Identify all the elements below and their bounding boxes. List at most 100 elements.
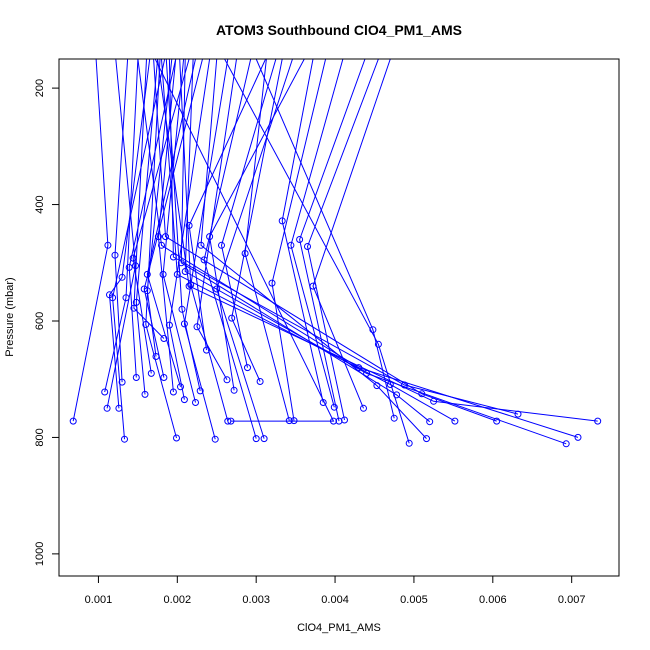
series-line bbox=[180, 59, 431, 423]
data-point bbox=[132, 298, 140, 306]
data-point bbox=[160, 374, 168, 381]
series-profile-21 bbox=[206, 59, 305, 394]
data-point bbox=[178, 305, 186, 313]
data-point bbox=[330, 403, 338, 411]
data-point bbox=[143, 270, 151, 278]
data-point bbox=[223, 376, 231, 384]
x-tick-label: 0.004 bbox=[321, 594, 349, 606]
series-profile-41 bbox=[159, 59, 199, 406]
data-point bbox=[132, 374, 140, 381]
data-point bbox=[165, 321, 173, 329]
series-profile-05 bbox=[109, 59, 166, 443]
series-line bbox=[132, 59, 190, 374]
data-point bbox=[154, 233, 162, 241]
data-point bbox=[405, 439, 413, 447]
series-line bbox=[154, 59, 335, 422]
series-line bbox=[184, 59, 567, 445]
data-point bbox=[180, 320, 188, 328]
x-tick-label: 0.001 bbox=[85, 594, 113, 606]
series-profile-38 bbox=[137, 59, 582, 441]
series-profile-22 bbox=[228, 59, 283, 385]
series-line bbox=[231, 59, 283, 382]
series-line bbox=[72, 59, 109, 422]
data-point bbox=[393, 391, 401, 399]
data-point bbox=[69, 417, 77, 425]
data-point bbox=[203, 346, 210, 354]
data-point bbox=[140, 285, 148, 293]
series-layer bbox=[69, 59, 602, 448]
data-point bbox=[118, 273, 126, 281]
data-point bbox=[109, 294, 117, 302]
data-point bbox=[230, 386, 238, 394]
data-point bbox=[193, 323, 201, 331]
data-point bbox=[430, 397, 438, 405]
series-line bbox=[209, 59, 305, 391]
data-point bbox=[360, 404, 367, 412]
series-line bbox=[145, 59, 177, 439]
data-point bbox=[296, 236, 304, 243]
data-point bbox=[103, 404, 111, 412]
data-point bbox=[101, 388, 109, 396]
series-line bbox=[161, 59, 456, 422]
series-profile-37 bbox=[181, 59, 570, 448]
data-point bbox=[141, 390, 149, 398]
series-profile-11 bbox=[130, 59, 168, 342]
data-point bbox=[159, 270, 167, 278]
data-point bbox=[192, 399, 199, 406]
data-point bbox=[227, 417, 235, 425]
series-profile-13 bbox=[140, 59, 203, 381]
series-line bbox=[312, 59, 391, 409]
x-axis-label: ClO4_PM1_AMS bbox=[297, 622, 381, 634]
series-profile-26 bbox=[287, 59, 344, 411]
data-point bbox=[185, 222, 193, 229]
data-point bbox=[369, 326, 377, 334]
series-line bbox=[188, 59, 267, 351]
series-profile-15 bbox=[165, 59, 211, 404]
data-point bbox=[181, 268, 189, 275]
data-point bbox=[252, 435, 260, 443]
x-tick-label: 0.006 bbox=[479, 594, 507, 606]
series-line bbox=[162, 59, 196, 403]
data-point bbox=[268, 279, 276, 287]
x-tick-label: 0.007 bbox=[558, 594, 586, 606]
data-point bbox=[130, 304, 138, 312]
data-point bbox=[173, 270, 181, 278]
data-point bbox=[390, 414, 398, 422]
data-point bbox=[309, 282, 317, 290]
series-line bbox=[135, 59, 159, 395]
series-profile-42 bbox=[154, 59, 177, 396]
data-point bbox=[180, 396, 188, 404]
y-axis-label: Pressure (mbar) bbox=[4, 277, 16, 356]
y-axis: 200 400 600 800 1000 bbox=[34, 79, 60, 566]
y-tick-label: 200 bbox=[34, 79, 46, 97]
series-profile-31 bbox=[224, 59, 413, 447]
series-line bbox=[106, 59, 137, 409]
series-line bbox=[157, 59, 177, 393]
data-point bbox=[169, 388, 177, 396]
series-line bbox=[165, 59, 201, 392]
series-profile-04 bbox=[106, 59, 151, 412]
data-point bbox=[187, 281, 195, 289]
series-profile-39 bbox=[157, 59, 602, 425]
data-point bbox=[287, 241, 295, 249]
data-point bbox=[244, 364, 251, 372]
series-line bbox=[306, 59, 379, 421]
series-line bbox=[220, 59, 277, 368]
data-point bbox=[177, 383, 184, 391]
data-point bbox=[121, 435, 128, 443]
series-line bbox=[183, 59, 229, 440]
data-point bbox=[574, 433, 582, 441]
data-point bbox=[330, 417, 337, 425]
series-profile-44 bbox=[193, 59, 237, 384]
series-line bbox=[133, 59, 165, 339]
data-point bbox=[260, 435, 268, 443]
series-profile-33 bbox=[177, 59, 434, 426]
y-tick-label: 400 bbox=[34, 195, 46, 213]
data-point bbox=[562, 440, 570, 448]
data-point bbox=[224, 417, 232, 425]
series-profile-01 bbox=[69, 59, 112, 425]
data-point bbox=[147, 369, 155, 377]
data-point bbox=[374, 340, 382, 348]
series-line bbox=[224, 59, 410, 444]
series-line bbox=[153, 59, 497, 422]
